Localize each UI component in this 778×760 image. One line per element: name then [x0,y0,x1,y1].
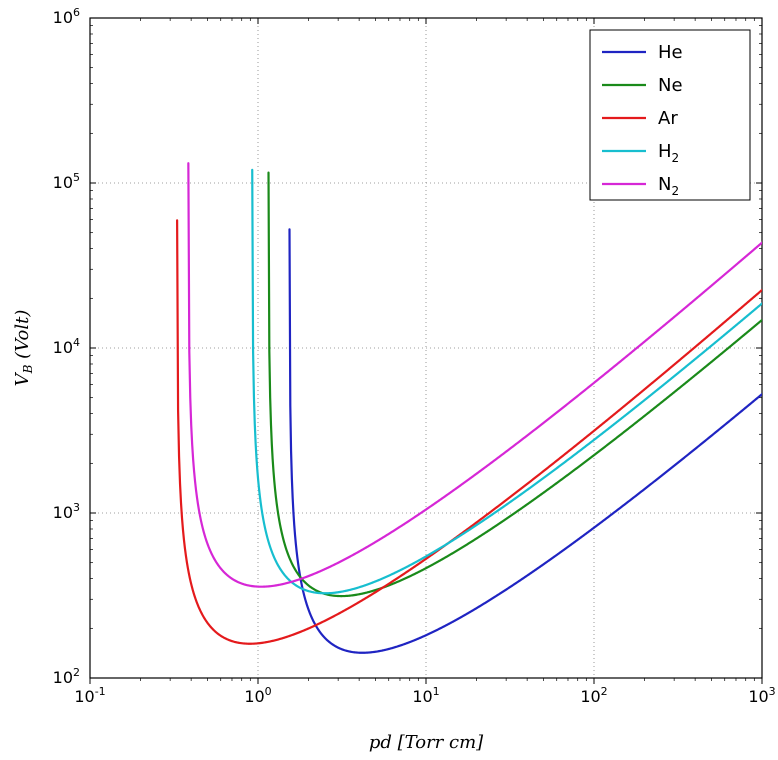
legend-label-Ar: Ar [658,108,678,129]
legend-label-Ne: Ne [658,75,683,96]
y-axis-label: 𝑉B (Volt) [12,310,35,387]
x-axis-label: 𝑝𝑑 [Torr cm] [369,732,484,753]
legend-label-He: He [658,42,683,63]
paschen-chart: 10-1100101102103102103104105106𝑝𝑑 [Torr … [0,0,778,760]
legend: HeNeArH2N2 [590,30,750,200]
